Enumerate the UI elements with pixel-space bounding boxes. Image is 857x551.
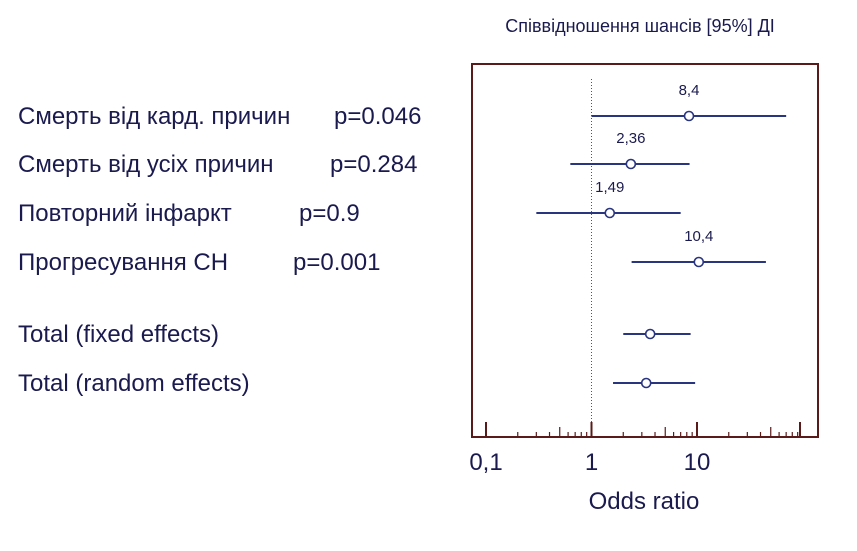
x-axis: 0,1 1 10	[469, 422, 801, 476]
p-value: p=0.001	[293, 249, 380, 276]
data-label: 10,4	[684, 228, 713, 245]
row-label: Смерть від кард. причин	[18, 103, 290, 130]
point-estimate	[625, 158, 637, 170]
plot-area: 8,4 2,36 1,49 10,4	[536, 79, 787, 436]
p-value: p=0.046	[334, 103, 421, 130]
tick-label: 10	[684, 449, 711, 476]
point-estimate	[644, 328, 656, 340]
data-label: 2,36	[616, 130, 645, 147]
data-label: 1,49	[595, 179, 624, 196]
point-estimate	[683, 110, 695, 122]
chart-title: Співвідношення шансів [95%] ДІ	[505, 16, 775, 36]
row-labels: Смерть від кард. причин p=0.046 Смерть від…	[18, 103, 421, 397]
tick-label: 0,1	[469, 449, 502, 476]
row-label: Повторний інфаркт	[18, 200, 232, 227]
row-label: Total (random effects)	[18, 370, 250, 397]
plot-frame	[471, 63, 819, 438]
row-label: Прогресування СН	[18, 249, 228, 276]
row-label: Total (fixed effects)	[18, 321, 219, 348]
point-estimate	[640, 377, 652, 389]
p-value: p=0.284	[330, 151, 417, 178]
row-label: Смерть від усіх причин	[18, 151, 274, 178]
tick-label: 1	[585, 449, 598, 476]
x-axis-label: Odds ratio	[589, 488, 700, 515]
data-label: 8,4	[679, 82, 700, 99]
point-estimate	[693, 256, 705, 268]
p-value: p=0.9	[299, 200, 360, 227]
point-estimate	[604, 207, 616, 219]
